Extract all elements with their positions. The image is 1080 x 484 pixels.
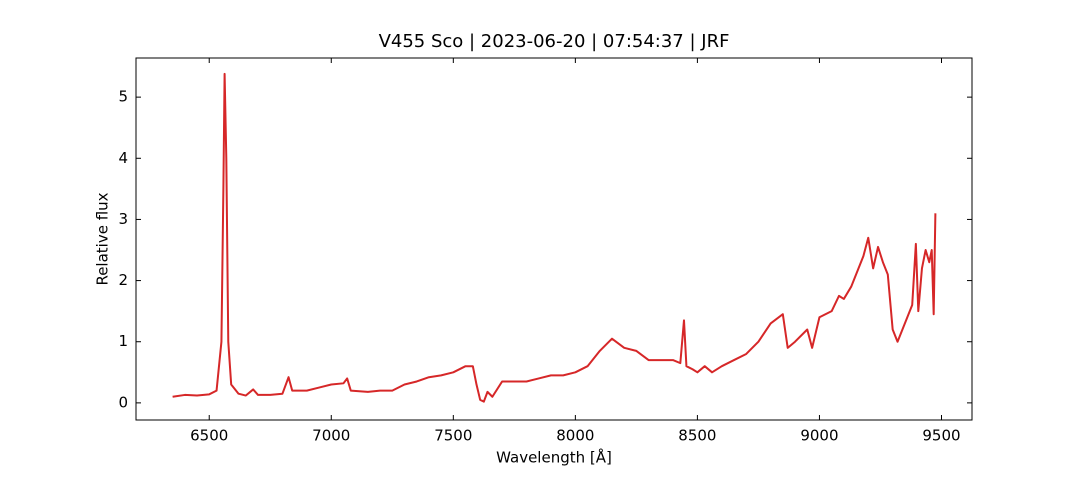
spectrum-line	[172, 72, 937, 403]
y-tick-label: 1	[118, 332, 128, 350]
x-tick-label: 8500	[678, 427, 716, 445]
x-tick-label: 6500	[190, 427, 228, 445]
plot-frame	[135, 57, 973, 421]
x-tick-label: 9000	[800, 427, 838, 445]
y-tick-label: 2	[118, 271, 128, 289]
y-tick-label: 5	[118, 88, 128, 106]
chart-title: V455 Sco | 2023-06-20 | 07:54:37 | JRF	[379, 31, 730, 52]
y-tick-label: 3	[118, 210, 128, 228]
x-tick-label: 8000	[556, 427, 594, 445]
y-tick-label: 0	[118, 393, 128, 411]
x-tick-label: 9500	[922, 427, 960, 445]
y-tick-label: 4	[118, 149, 128, 167]
y-axis-label: Relative flux	[94, 192, 112, 285]
x-axis-label: Wavelength [Å]	[496, 448, 612, 467]
x-tick-label: 7000	[312, 427, 350, 445]
x-tick-label: 7500	[434, 427, 472, 445]
